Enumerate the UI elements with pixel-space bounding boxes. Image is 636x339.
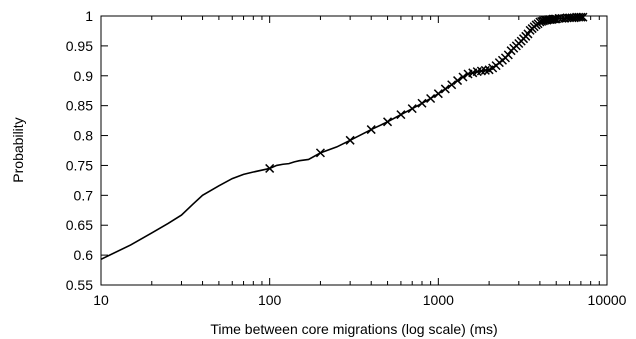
y-tick-label: 0.85	[66, 98, 93, 114]
data-point-marker	[383, 117, 393, 127]
y-tick-label: 0.7	[74, 187, 94, 203]
x-axis-title: Time between core migrations (log scale)…	[210, 321, 497, 337]
y-tick-label: 0.65	[66, 217, 93, 233]
data-point-marker	[426, 93, 436, 104]
data-point-marker	[417, 98, 427, 108]
data-point-marker	[345, 135, 355, 145]
data-point-marker	[433, 89, 443, 99]
plot-area-frame	[100, 15, 608, 286]
data-point-marker	[503, 50, 513, 60]
series-markers	[265, 12, 588, 173]
y-tick-label: 0.95	[66, 38, 93, 54]
y-tick-label: 0.6	[74, 247, 94, 263]
x-tick-label: 10	[93, 292, 109, 308]
y-tick-label: 0.55	[66, 277, 93, 293]
x-tick-label: 10000	[588, 292, 627, 308]
axis-ticks: 0.55 0.6 0.65 0.7 0.75 0.8 0.85 0.9 0.95 1 10 100 10…	[66, 8, 627, 308]
data-point-marker	[407, 104, 417, 114]
y-tick-label: 0.75	[66, 157, 93, 173]
y-tick-label: 0.9	[74, 68, 94, 84]
data-point-marker	[396, 110, 406, 120]
y-tick-label: 1	[85, 8, 93, 24]
x-tick-label: 100	[258, 292, 282, 308]
data-point-marker	[576, 12, 586, 22]
data-point-marker	[453, 76, 463, 86]
data-point-marker	[578, 12, 588, 22]
data-point-marker	[265, 163, 275, 173]
y-tick-label: 0.8	[74, 128, 94, 144]
data-point-marker	[574, 12, 584, 22]
x-tick-label: 1000	[423, 292, 454, 308]
data-point-marker	[458, 72, 468, 82]
y-axis-title: Probability	[10, 117, 26, 182]
data-point-marker	[315, 148, 325, 158]
data-point-marker	[447, 80, 457, 90]
data-point-marker	[366, 125, 376, 135]
data-point-marker	[440, 84, 450, 94]
